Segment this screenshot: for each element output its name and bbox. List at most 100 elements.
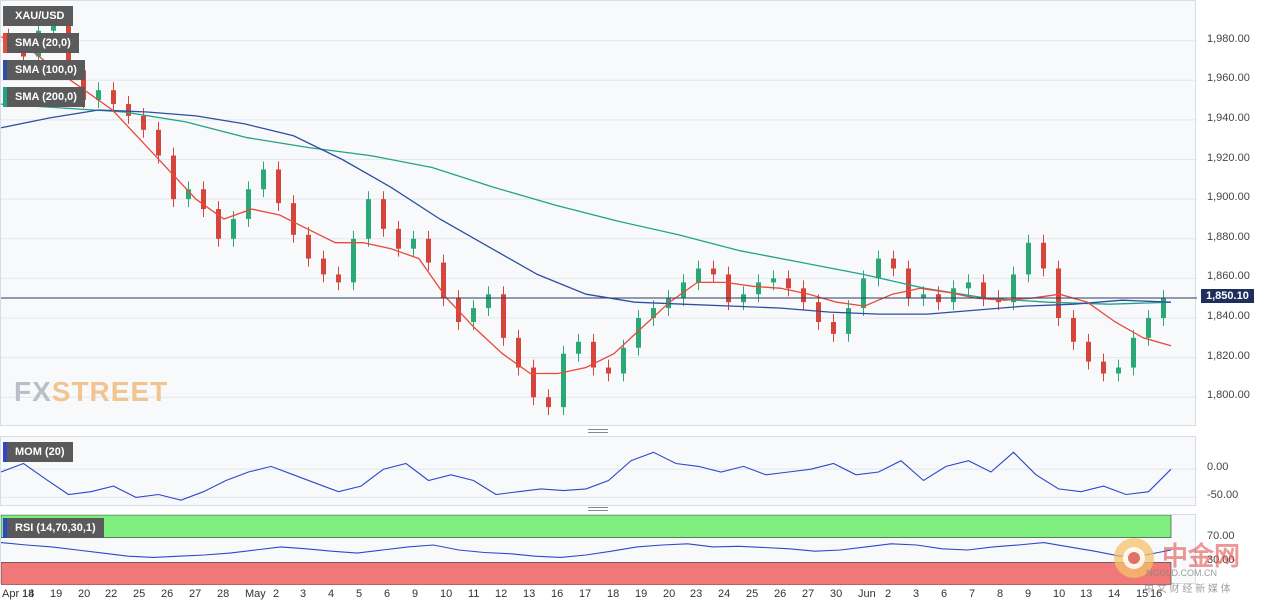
candle[interactable] bbox=[831, 314, 836, 342]
candle[interactable] bbox=[696, 260, 701, 291]
candle-body bbox=[321, 258, 326, 275]
candle-body bbox=[186, 189, 191, 200]
candle[interactable] bbox=[291, 195, 296, 243]
momentum-panel[interactable] bbox=[0, 436, 1197, 507]
candle[interactable] bbox=[1161, 290, 1166, 326]
candle[interactable] bbox=[96, 82, 101, 109]
candle[interactable] bbox=[681, 274, 686, 307]
candle-body bbox=[966, 282, 971, 289]
candle[interactable] bbox=[906, 260, 911, 307]
candle[interactable] bbox=[1131, 329, 1136, 376]
candle[interactable] bbox=[381, 191, 386, 237]
candle[interactable] bbox=[426, 230, 431, 271]
candle-body bbox=[1131, 337, 1136, 368]
candle-body bbox=[216, 209, 221, 239]
price-chart-svg[interactable] bbox=[0, 1, 1197, 427]
candle[interactable] bbox=[1011, 266, 1016, 311]
candle[interactable] bbox=[336, 266, 341, 291]
candle[interactable] bbox=[411, 230, 416, 257]
candle[interactable] bbox=[1041, 234, 1046, 277]
candle-body bbox=[1056, 268, 1061, 319]
symbol-tag[interactable]: XAU/USD bbox=[3, 6, 73, 26]
candle[interactable] bbox=[216, 201, 221, 247]
candle[interactable] bbox=[801, 280, 806, 311]
candle[interactable] bbox=[111, 82, 116, 112]
candle[interactable] bbox=[366, 191, 371, 247]
candle-body bbox=[246, 189, 251, 219]
candle[interactable] bbox=[846, 300, 851, 342]
sma100-line[interactable] bbox=[0, 109, 1172, 315]
candle[interactable] bbox=[321, 250, 326, 283]
price-tick-label: 1,940.00 bbox=[1207, 111, 1250, 124]
candle[interactable] bbox=[876, 250, 881, 287]
candle[interactable] bbox=[621, 339, 626, 382]
time-tick-label: 11 bbox=[468, 588, 480, 600]
rsi-line[interactable] bbox=[0, 542, 1172, 558]
candle-body bbox=[141, 115, 146, 130]
rsi-svg[interactable] bbox=[0, 514, 1197, 586]
rsi-tick-label: 30.00 bbox=[1207, 554, 1235, 567]
candle[interactable] bbox=[171, 147, 176, 208]
candle[interactable] bbox=[516, 329, 521, 376]
candle[interactable] bbox=[231, 211, 236, 247]
candle[interactable] bbox=[951, 280, 956, 311]
candle[interactable] bbox=[126, 96, 131, 124]
candle[interactable] bbox=[591, 333, 596, 376]
candle[interactable] bbox=[276, 161, 281, 212]
mom-tick-label: -50.00 bbox=[1207, 489, 1239, 502]
candle[interactable] bbox=[1086, 333, 1091, 370]
candle[interactable] bbox=[726, 266, 731, 311]
candle[interactable] bbox=[156, 121, 161, 164]
panel-splitter[interactable] bbox=[588, 507, 608, 511]
candle[interactable] bbox=[501, 286, 506, 346]
candle[interactable] bbox=[396, 220, 401, 257]
sma200-tag[interactable]: SMA (200,0) bbox=[3, 87, 85, 107]
candle[interactable] bbox=[816, 294, 821, 330]
price-chart-panel[interactable] bbox=[0, 0, 1197, 427]
sma20-line[interactable] bbox=[0, 36, 1172, 375]
candle[interactable] bbox=[306, 226, 311, 267]
rsi-tag[interactable]: RSI (14,70,30,1) bbox=[3, 518, 104, 538]
candle[interactable] bbox=[576, 333, 581, 362]
sma100-tag[interactable]: SMA (100,0) bbox=[3, 60, 85, 80]
candle[interactable] bbox=[606, 359, 611, 382]
sma100-swatch bbox=[3, 60, 7, 80]
candle[interactable] bbox=[546, 389, 551, 416]
candle[interactable] bbox=[771, 270, 776, 291]
candle[interactable] bbox=[471, 300, 476, 330]
candle[interactable] bbox=[861, 270, 866, 317]
candle[interactable] bbox=[711, 260, 716, 283]
candle[interactable] bbox=[966, 274, 971, 297]
rsi-panel[interactable] bbox=[0, 514, 1197, 586]
candle[interactable] bbox=[786, 270, 791, 297]
sma200-line[interactable] bbox=[0, 103, 1172, 305]
candle[interactable] bbox=[651, 300, 656, 326]
sma20-tag[interactable]: SMA (20,0) bbox=[3, 33, 79, 53]
candle[interactable] bbox=[561, 345, 566, 416]
candle[interactable] bbox=[891, 250, 896, 277]
candle[interactable] bbox=[921, 286, 926, 307]
candle[interactable] bbox=[1101, 353, 1106, 382]
rsi-tick-label: 70.00 bbox=[1207, 529, 1235, 542]
candle[interactable] bbox=[636, 310, 641, 356]
momentum-svg[interactable] bbox=[0, 437, 1197, 507]
candle[interactable] bbox=[351, 230, 356, 291]
candle[interactable] bbox=[186, 181, 191, 208]
panel-splitter[interactable] bbox=[588, 429, 608, 433]
candle[interactable] bbox=[486, 286, 491, 317]
mom-line[interactable] bbox=[0, 451, 1172, 501]
candle-body bbox=[561, 353, 566, 408]
candle[interactable] bbox=[261, 161, 266, 198]
candle[interactable] bbox=[981, 274, 986, 307]
candle[interactable] bbox=[141, 108, 146, 138]
candle[interactable] bbox=[201, 181, 206, 217]
candle[interactable] bbox=[1056, 260, 1061, 326]
cngold-watermark: 中金网 NGOLD.COM.CN 中 文 财 经 新 媒 体 bbox=[1110, 530, 1260, 600]
candle-body bbox=[96, 90, 101, 101]
candle[interactable] bbox=[531, 359, 536, 406]
mom-tag[interactable]: MOM (20) bbox=[3, 442, 73, 462]
candle[interactable] bbox=[1116, 359, 1121, 382]
candle[interactable] bbox=[246, 181, 251, 227]
candle[interactable] bbox=[1026, 234, 1031, 283]
candle[interactable] bbox=[1071, 310, 1076, 350]
